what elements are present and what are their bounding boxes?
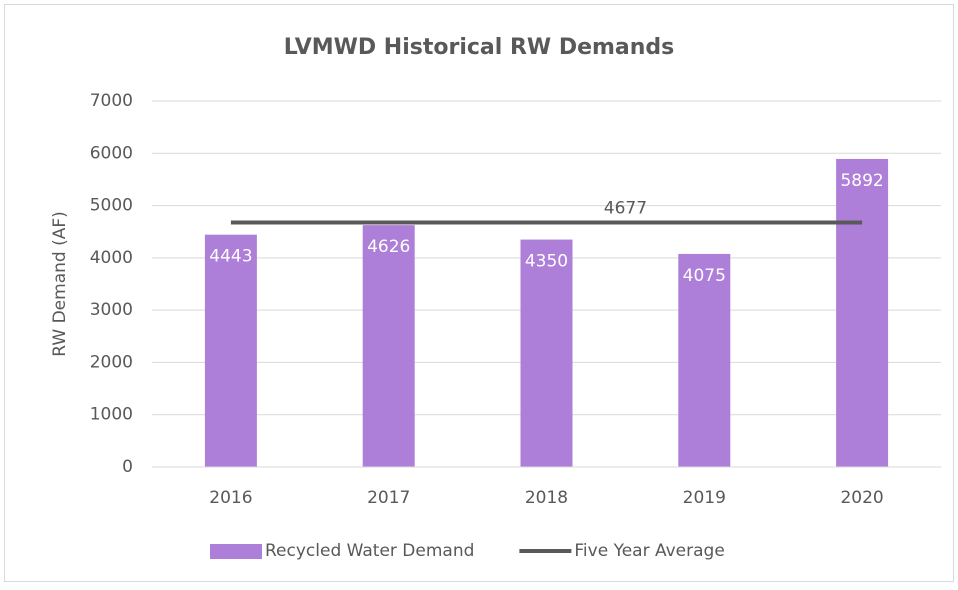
bar: [836, 158, 889, 468]
data-label: 4075: [683, 266, 726, 286]
y-tick-label: 1000: [90, 405, 133, 425]
x-tick-label: 2020: [840, 488, 883, 508]
data-label: 4626: [367, 237, 410, 257]
y-tick-label: 3000: [90, 300, 133, 320]
legend-label: Five Year Average: [574, 541, 724, 561]
chart-border: [4, 4, 954, 582]
legend-swatch: [210, 544, 262, 559]
y-axis-title: RW Demand (AF): [50, 211, 70, 357]
x-tick-label: 2016: [209, 488, 252, 508]
data-label: 4677: [604, 198, 647, 218]
bar: [520, 239, 573, 467]
x-tick-label: 2019: [683, 488, 726, 508]
y-tick-label: 6000: [90, 143, 133, 163]
y-tick-label: 0: [122, 457, 133, 477]
data-label: 5892: [840, 171, 883, 191]
bar: [362, 225, 415, 467]
y-tick-label: 5000: [90, 196, 133, 216]
x-tick-label: 2017: [367, 488, 410, 508]
y-tick-label: 7000: [90, 91, 133, 111]
data-label: 4350: [525, 252, 568, 272]
bar: [204, 234, 257, 467]
y-tick-label: 2000: [90, 352, 133, 372]
legend-label: Recycled Water Demand: [265, 541, 474, 561]
x-tick-label: 2018: [525, 488, 568, 508]
bar: [678, 253, 731, 467]
y-tick-label: 4000: [90, 248, 133, 268]
data-label: 4443: [209, 247, 252, 267]
chart-title: LVMWD Historical RW Demands: [284, 35, 675, 60]
